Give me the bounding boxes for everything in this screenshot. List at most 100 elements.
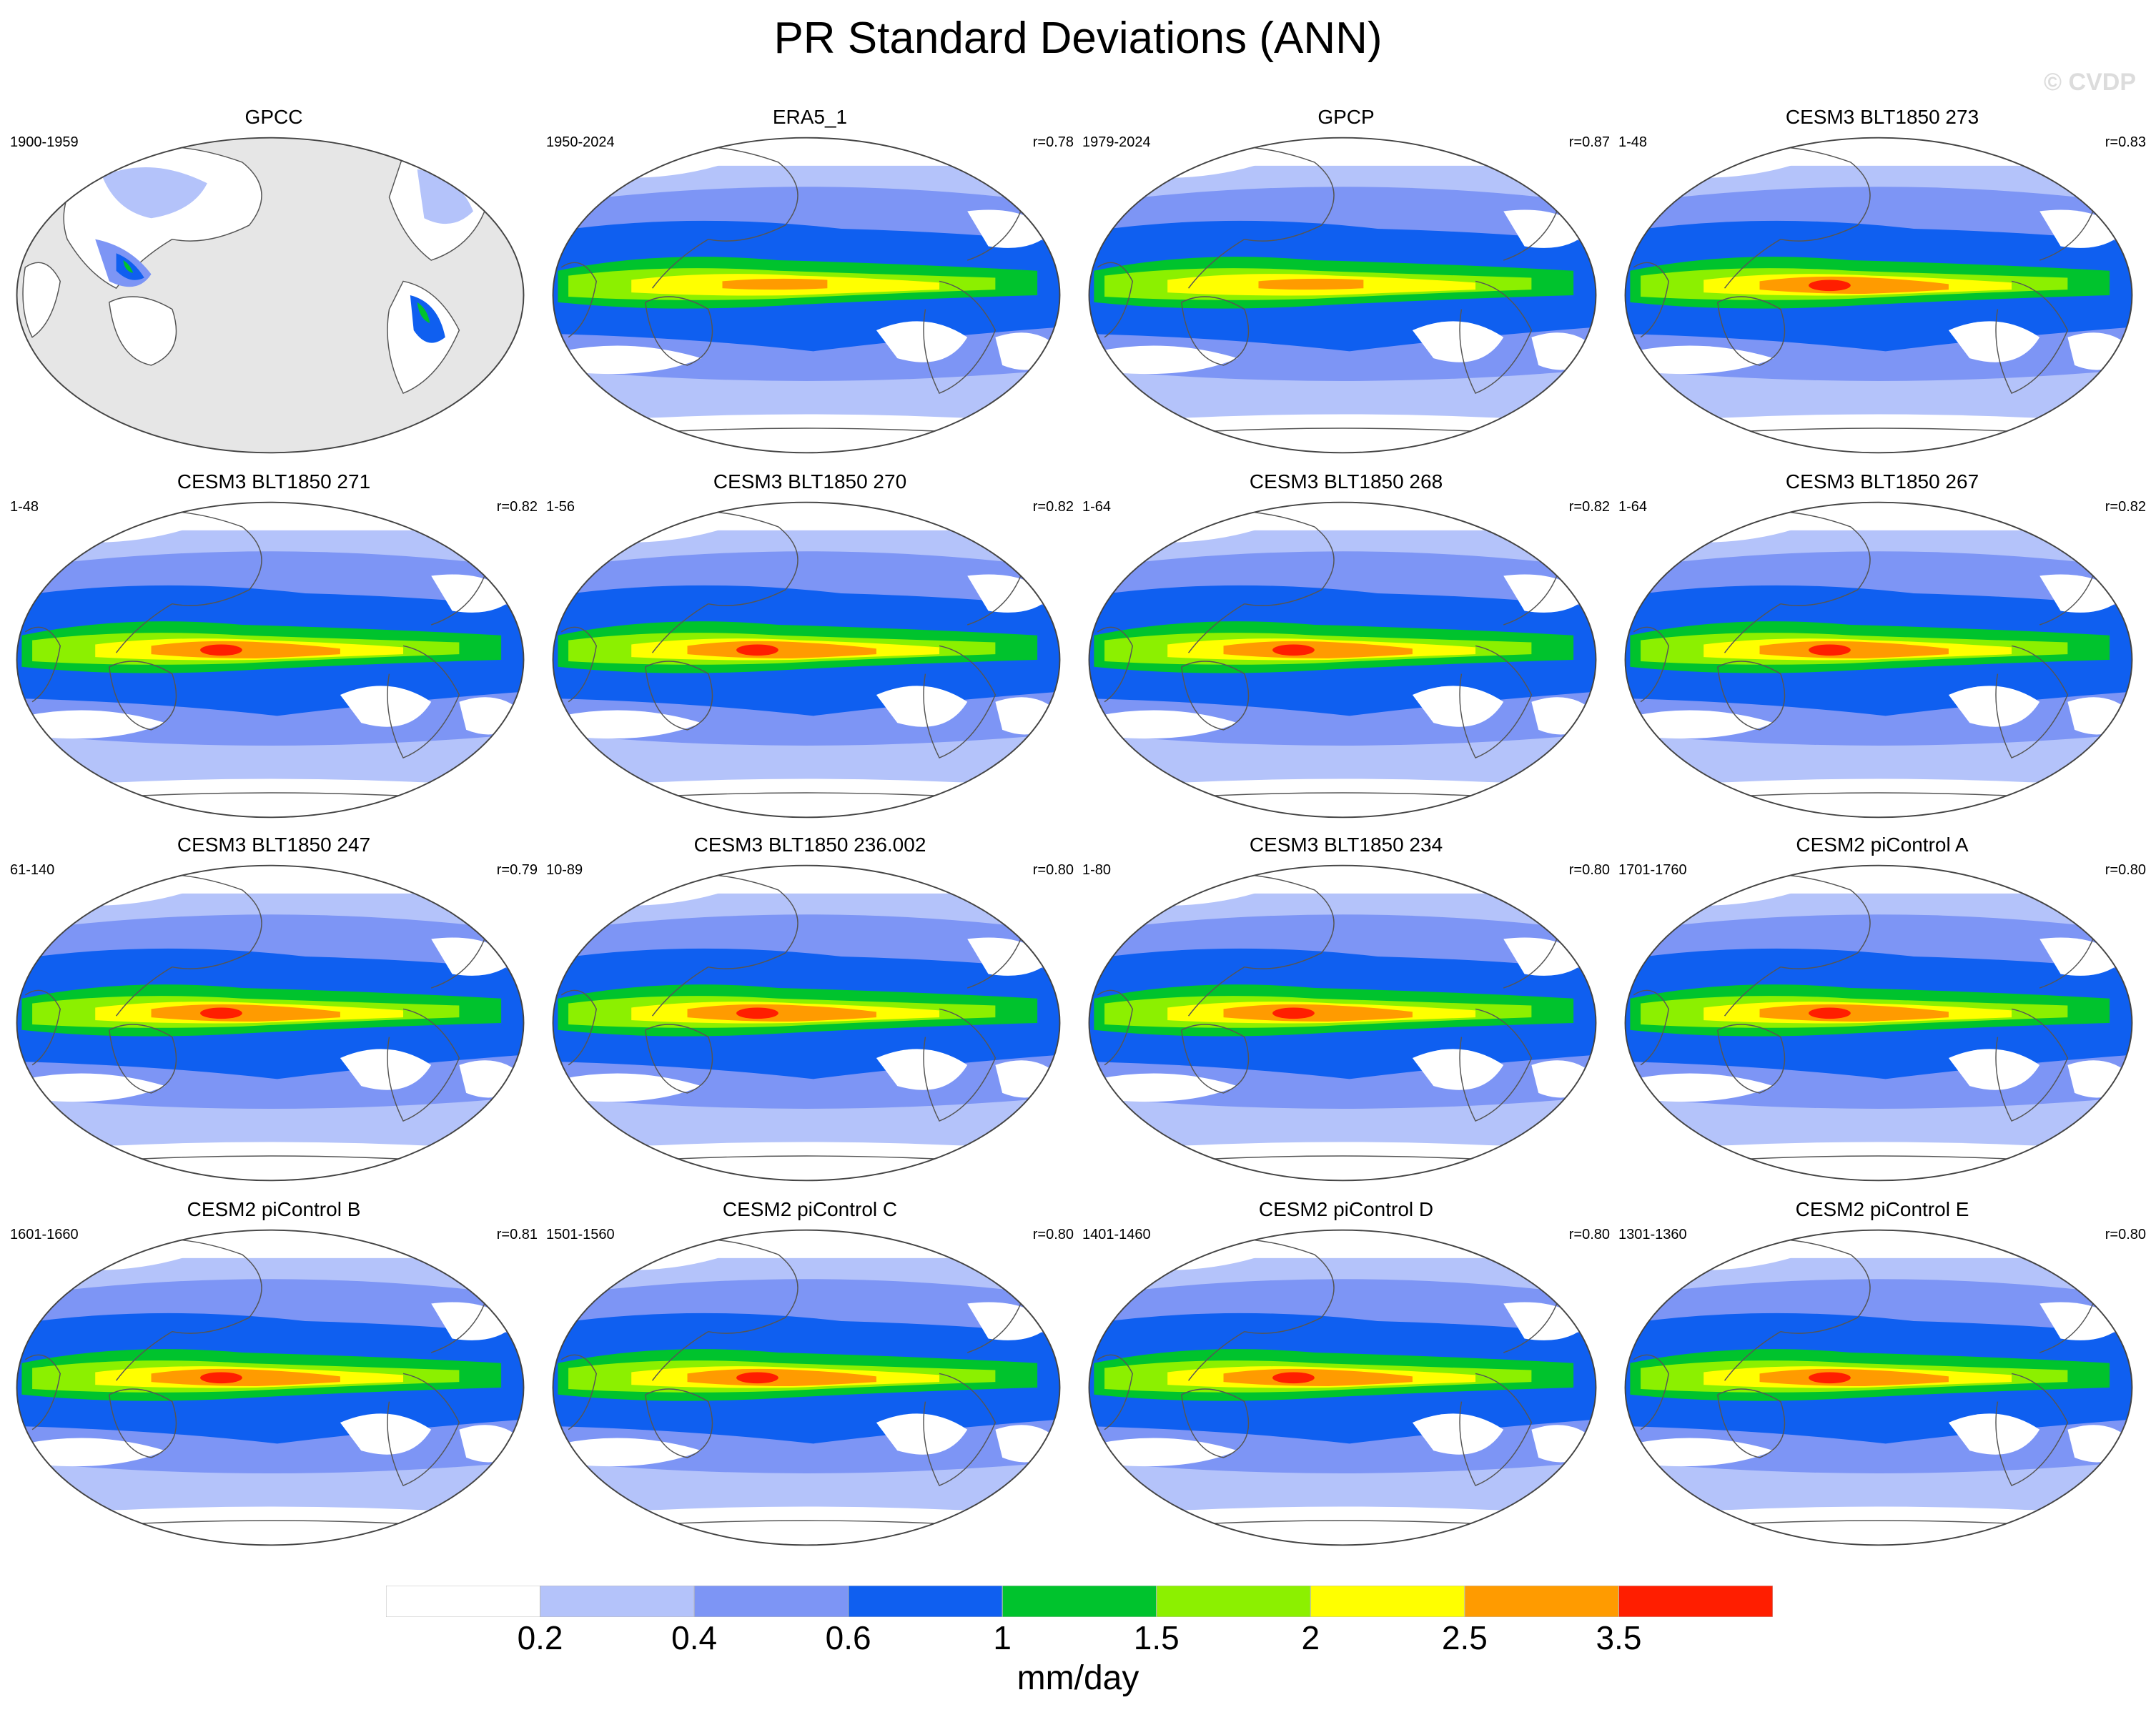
map-panel: CESM2 piControl D 1401-1460 r=0.80 (1078, 1198, 1614, 1556)
map-panel: CESM3 BLT1850 270 1-56 r=0.82 (542, 470, 1078, 828)
panel-period: 1-48 (10, 499, 39, 515)
map-panel: GPCC 1900-1959 (6, 106, 542, 463)
watermark: © CVDP (2044, 69, 2136, 96)
map-panel: CESM3 BLT1850 234 1-80 r=0.80 (1078, 834, 1614, 1191)
map-panel: CESM3 BLT1850 236.002 10-89 r=0.80 (542, 834, 1078, 1191)
panel-title: CESM3 BLT1850 234 (1249, 834, 1443, 856)
panel-title: ERA5_1 (772, 106, 848, 128)
map-panel: CESM2 piControl B 1601-1660 r=0.81 (6, 1198, 542, 1556)
colorbar-tick-label: 1 (993, 1619, 1012, 1656)
map-panel: CESM3 BLT1850 273 1-48 r=0.83 (1614, 106, 2150, 463)
map-robinson-projection (1624, 137, 2133, 454)
panel-period: 1501-1560 (546, 1227, 615, 1242)
map-panel: ERA5_1 1950-2024 r=0.78 (542, 106, 1078, 463)
colorbar-box (693, 1586, 849, 1617)
colorbar-box (1002, 1586, 1157, 1617)
map-robinson-projection (1088, 501, 1597, 819)
panel-period: 1701-1760 (1618, 862, 1687, 878)
map-robinson-projection (552, 864, 1061, 1182)
colorbar-box (1618, 1586, 1773, 1617)
panel-title: CESM2 piControl B (187, 1198, 361, 1220)
panel-period: 1401-1460 (1082, 1227, 1151, 1242)
colorbar-box (1310, 1586, 1465, 1617)
panel-period: 1301-1360 (1618, 1227, 1687, 1242)
colorbar-tick-label: 1.5 (1133, 1619, 1180, 1656)
map-robinson-projection (16, 137, 525, 454)
panel-title: GPCP (1317, 106, 1375, 128)
panel-pattern-correlation: r=0.80 (2105, 1227, 2146, 1242)
colorbar-units: mm/day (1017, 1659, 1139, 1697)
colorbar-box (848, 1586, 1003, 1617)
map-panel: CESM2 piControl C 1501-1560 r=0.80 (542, 1198, 1078, 1556)
panel-pattern-correlation: r=0.80 (1032, 1227, 1074, 1242)
map-robinson-projection (16, 1229, 525, 1546)
panel-period: 1979-2024 (1082, 134, 1151, 150)
panel-title: GPCC (244, 106, 303, 128)
panel-period: 10-89 (546, 862, 583, 878)
panel-title: CESM3 BLT1850 271 (177, 470, 371, 493)
panel-title: CESM3 BLT1850 270 (713, 470, 907, 493)
map-robinson-projection (1624, 501, 2133, 819)
panel-pattern-correlation: r=0.81 (496, 1227, 538, 1242)
panel-period: 1-64 (1618, 499, 1648, 515)
colorbar (386, 1586, 1773, 1617)
map-panel: CESM3 BLT1850 268 1-64 r=0.82 (1078, 470, 1614, 828)
panel-period: 1601-1660 (10, 1227, 79, 1242)
panel-title: CESM3 BLT1850 236.002 (693, 834, 926, 856)
colorbar-box (540, 1586, 695, 1617)
panel-period: 1-80 (1082, 862, 1112, 878)
panel-period: 61-140 (10, 862, 55, 878)
panel-title: CESM2 piControl E (1795, 1198, 1969, 1220)
colorbar-box (386, 1586, 541, 1617)
map-robinson-projection (16, 864, 525, 1182)
panel-period: 1-56 (546, 499, 575, 515)
panel-period: 1950-2024 (546, 134, 615, 150)
panel-title: CESM2 piControl D (1258, 1198, 1434, 1220)
map-robinson-projection (1088, 864, 1597, 1182)
panel-period: 1-48 (1618, 134, 1648, 150)
colorbar-tick-label: 3.5 (1596, 1619, 1642, 1656)
map-panel: CESM3 BLT1850 271 1-48 r=0.82 (6, 470, 542, 828)
panel-pattern-correlation: r=0.78 (1032, 134, 1074, 150)
colorbar-tick-label: 0.6 (825, 1619, 871, 1656)
colorbar-tick-label: 2.5 (1441, 1619, 1488, 1656)
panel-period: 1-64 (1082, 499, 1112, 515)
panel-pattern-correlation: r=0.82 (496, 499, 538, 515)
map-panel: GPCP 1979-2024 r=0.87 (1078, 106, 1614, 463)
panel-title: CESM3 BLT1850 268 (1249, 470, 1443, 493)
panel-pattern-correlation: r=0.82 (1032, 499, 1074, 515)
colorbar-tick-label: 0.4 (671, 1619, 718, 1656)
panel-pattern-correlation: r=0.80 (1568, 1227, 1610, 1242)
panel-pattern-correlation: r=0.80 (1032, 862, 1074, 878)
map-panel: CESM3 BLT1850 267 1-64 r=0.82 (1614, 470, 2150, 828)
map-robinson-projection (1624, 1229, 2133, 1546)
colorbar-tick-label: 2 (1301, 1619, 1320, 1656)
panel-pattern-correlation: r=0.80 (2105, 862, 2146, 878)
colorbar-tick-label: 0.2 (517, 1619, 563, 1656)
map-robinson-projection (552, 501, 1061, 819)
panel-title: CESM2 piControl A (1796, 834, 1969, 856)
panel-pattern-correlation: r=0.82 (1568, 499, 1610, 515)
panel-title: CESM3 BLT1850 247 (177, 834, 371, 856)
map-robinson-projection (552, 137, 1061, 454)
panel-period: 1900-1959 (10, 134, 79, 150)
panel-pattern-correlation: r=0.87 (1568, 134, 1610, 150)
figure-title: PR Standard Deviations (ANN) (773, 14, 1383, 63)
map-robinson-projection (16, 501, 525, 819)
panel-title: CESM2 piControl C (722, 1198, 898, 1220)
map-robinson-projection (1624, 864, 2133, 1182)
colorbar-box (1156, 1586, 1311, 1617)
map-panel: CESM3 BLT1850 247 61-140 r=0.79 (6, 834, 542, 1191)
map-robinson-projection (552, 1229, 1061, 1546)
map-robinson-projection (1088, 1229, 1597, 1546)
panel-pattern-correlation: r=0.83 (2105, 134, 2146, 150)
panel-pattern-correlation: r=0.80 (1568, 862, 1610, 878)
colorbar-box (1464, 1586, 1619, 1617)
panel-pattern-correlation: r=0.79 (496, 862, 538, 878)
panel-title: CESM3 BLT1850 267 (1785, 470, 1979, 493)
map-panel: CESM2 piControl E 1301-1360 r=0.80 (1614, 1198, 2150, 1556)
map-robinson-projection (1088, 137, 1597, 454)
panel-pattern-correlation: r=0.82 (2105, 499, 2146, 515)
map-panel: CESM2 piControl A 1701-1760 r=0.80 (1614, 834, 2150, 1191)
panel-title: CESM3 BLT1850 273 (1785, 106, 1979, 128)
